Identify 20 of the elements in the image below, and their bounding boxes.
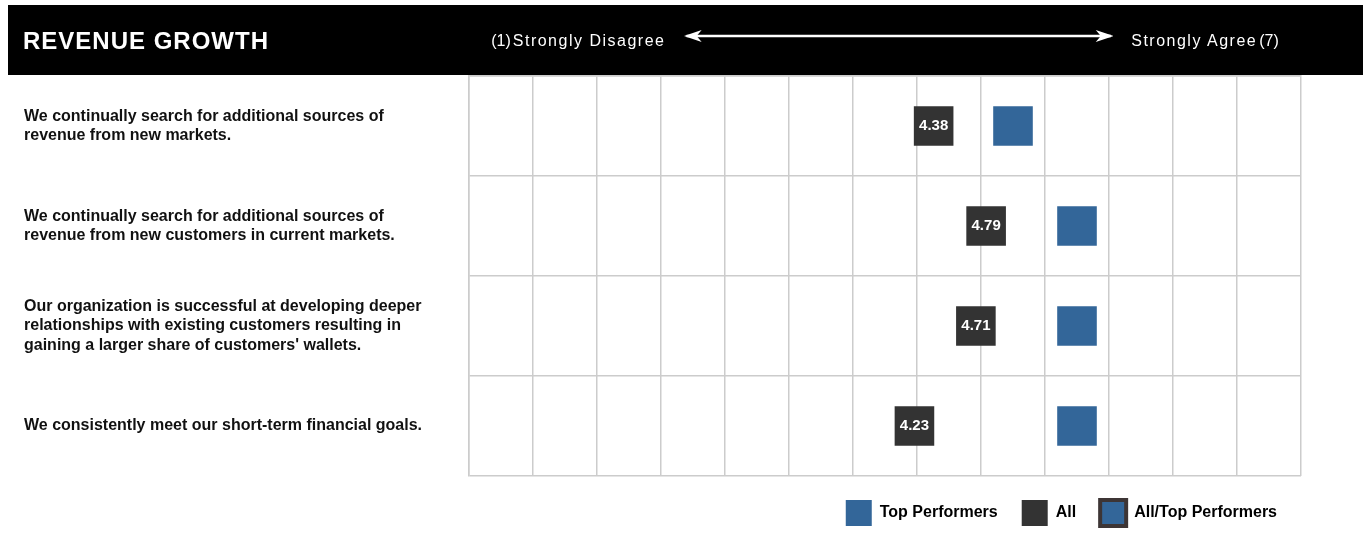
- y-tick-label: Our organization is successful at developing deeper relationships with existing customers resulting in gaining a larger share of customers' wallets.: [24, 297, 422, 353]
- text: REVENUE GROWTH: [23, 27, 270, 55]
- data-label: 4.38: [919, 116, 949, 134]
- text: Strongly Disagree: [512, 32, 666, 50]
- data-label: 4.79: [971, 216, 1001, 234]
- legend-label: All/Top Performers: [1134, 503, 1278, 521]
- y-tick-label: We continually search for additional sources of revenue from new markets.: [24, 106, 385, 144]
- point: [993, 106, 1033, 146]
- data-label: 4.23: [899, 416, 930, 434]
- x-tick-label: (1): [491, 31, 511, 49]
- legend-label: Top Performers: [879, 503, 998, 521]
- x-tick-label: (7): [1259, 31, 1279, 49]
- legend-label: All: [1055, 503, 1077, 521]
- data-label: 4.71: [961, 316, 991, 334]
- y-tick-label: We consistently meet our short-term financial goals.: [24, 416, 423, 434]
- point: [1057, 206, 1097, 246]
- y-tick-label: We continually search for additional sources of revenue from new customers in current markets.: [24, 206, 395, 244]
- point: [1057, 306, 1097, 346]
- text: Strongly Agree: [1131, 32, 1258, 50]
- point: [1057, 406, 1097, 446]
